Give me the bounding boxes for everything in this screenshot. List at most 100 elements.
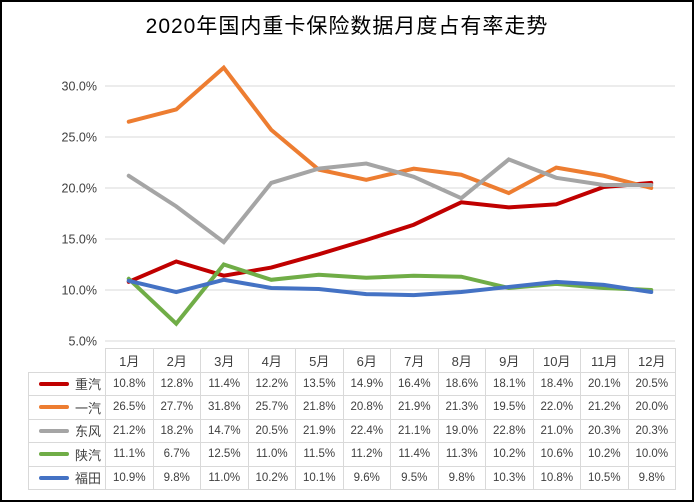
month-header: 7月 bbox=[390, 348, 439, 373]
value-cell: 21.2% bbox=[580, 395, 629, 420]
table-header-row: 1月 2月 3月 4月 5月 6月 7月 8月 9月 10月 11月 12月 bbox=[29, 348, 676, 373]
value-cell: 26.5% bbox=[105, 395, 154, 420]
month-header: 12月 bbox=[627, 348, 676, 373]
value-cell: 10.2% bbox=[247, 465, 296, 490]
gridlines bbox=[105, 85, 675, 342]
value-cell: 21.8% bbox=[295, 395, 344, 420]
month-header: 11月 bbox=[580, 348, 629, 373]
value-cell: 11.1% bbox=[105, 442, 154, 467]
value-cell: 11.4% bbox=[390, 442, 439, 467]
month-header: 2月 bbox=[152, 348, 201, 373]
value-cell: 10.9% bbox=[105, 465, 154, 490]
y-axis-tick-label: 25.0% bbox=[62, 131, 97, 145]
month-header: 9月 bbox=[485, 348, 534, 373]
value-cell: 11.0% bbox=[247, 442, 296, 467]
value-cell: 18.6% bbox=[437, 371, 486, 396]
y-axis-labels: 30.0% 25.0% 20.0% 15.0% 10.0% 5.0% bbox=[62, 80, 97, 349]
value-cell: 19.0% bbox=[437, 418, 486, 443]
month-header: 1月 bbox=[105, 348, 154, 373]
value-cell: 10.8% bbox=[105, 371, 154, 396]
value-cell: 20.5% bbox=[627, 371, 676, 396]
month-header: 6月 bbox=[342, 348, 391, 373]
value-cell: 31.8% bbox=[200, 395, 249, 420]
series-lines bbox=[126, 64, 654, 327]
series-name: 福田 bbox=[74, 471, 101, 487]
value-cell: 22.4% bbox=[342, 418, 391, 443]
value-cell: 12.5% bbox=[200, 442, 249, 467]
value-cell: 9.8% bbox=[152, 465, 201, 490]
series-line-福田 bbox=[126, 277, 654, 298]
value-cell: 18.1% bbox=[485, 371, 534, 396]
series-name: 陕汽 bbox=[74, 447, 101, 463]
series-line-一汽 bbox=[126, 64, 654, 196]
legend-swatch bbox=[38, 475, 69, 480]
value-cell: 27.7% bbox=[152, 395, 201, 420]
value-cell: 21.2% bbox=[105, 418, 154, 443]
table-row-福田: 福田 10.9% 9.8% 11.0% 10.2% 10.1% 9.6% 9.5% 9.8% 10… bbox=[28, 465, 676, 490]
value-cell: 22.0% bbox=[532, 395, 581, 420]
value-cell: 9.5% bbox=[390, 465, 439, 490]
value-cell: 14.9% bbox=[342, 371, 391, 396]
value-cell: 20.3% bbox=[627, 418, 676, 443]
value-cell: 9.8% bbox=[437, 465, 486, 490]
month-header: 4月 bbox=[247, 348, 296, 373]
value-cell: 12.2% bbox=[247, 371, 296, 396]
value-cell: 21.9% bbox=[295, 418, 344, 443]
value-cell: 6.7% bbox=[152, 442, 201, 467]
month-header: 8月 bbox=[437, 348, 486, 373]
series-line-陕汽 bbox=[126, 262, 654, 327]
value-cell: 21.9% bbox=[390, 395, 439, 420]
value-cell: 21.3% bbox=[437, 395, 486, 420]
value-cell: 18.4% bbox=[532, 371, 581, 396]
value-cell: 20.0% bbox=[627, 395, 676, 420]
value-cell: 16.4% bbox=[390, 371, 439, 396]
month-header: 10月 bbox=[532, 348, 581, 373]
value-cell: 10.0% bbox=[627, 442, 676, 467]
month-header: 5月 bbox=[295, 348, 344, 373]
value-cell: 11.4% bbox=[200, 371, 249, 396]
value-cell: 21.1% bbox=[390, 418, 439, 443]
series-line-重汽 bbox=[126, 180, 654, 284]
value-cell: 12.8% bbox=[152, 371, 201, 396]
legend-key: 东风 bbox=[28, 418, 106, 443]
value-cell: 10.5% bbox=[580, 465, 629, 490]
value-cell: 20.8% bbox=[342, 395, 391, 420]
table-row-东风: 东风 21.2% 18.2% 14.7% 20.5% 21.9% 22.4% 21.1% 19.… bbox=[28, 418, 676, 443]
value-cell: 9.8% bbox=[627, 465, 676, 490]
value-cell: 10.6% bbox=[532, 442, 581, 467]
table-row-陕汽: 陕汽 11.1% 6.7% 12.5% 11.0% 11.5% 11.2% 11.4% 11.3… bbox=[28, 442, 676, 467]
series-name: 重汽 bbox=[74, 377, 101, 393]
value-cell: 10.1% bbox=[295, 465, 344, 490]
legend-key: 重汽 bbox=[28, 371, 106, 396]
value-cell: 19.5% bbox=[485, 395, 534, 420]
value-cell: 10.3% bbox=[485, 465, 534, 490]
value-cell: 18.2% bbox=[152, 418, 201, 443]
month-header: 3月 bbox=[200, 348, 249, 373]
y-axis-tick-label: 30.0% bbox=[62, 80, 97, 94]
legend-swatch bbox=[38, 452, 69, 457]
data-table: 1月 2月 3月 4月 5月 6月 7月 8月 9月 10月 11月 12月 重汽 10.8% 12.8%… bbox=[28, 348, 676, 490]
series-line-东风 bbox=[126, 157, 654, 245]
y-axis-tick-label: 20.0% bbox=[62, 182, 97, 196]
legend-swatch bbox=[38, 428, 69, 433]
value-cell: 25.7% bbox=[247, 395, 296, 420]
legend-key: 陕汽 bbox=[28, 442, 106, 467]
table-corner-cell bbox=[29, 349, 106, 373]
value-cell: 20.3% bbox=[580, 418, 629, 443]
y-axis-tick-label: 10.0% bbox=[62, 284, 97, 298]
value-cell: 21.0% bbox=[532, 418, 581, 443]
legend-key: 一汽 bbox=[28, 395, 106, 420]
value-cell: 20.1% bbox=[580, 371, 629, 396]
value-cell: 11.3% bbox=[437, 442, 486, 467]
series-name: 一汽 bbox=[74, 400, 101, 416]
value-cell: 20.5% bbox=[247, 418, 296, 443]
series-name: 东风 bbox=[74, 424, 101, 440]
value-cell: 11.0% bbox=[200, 465, 249, 490]
y-axis-tick-label: 15.0% bbox=[62, 233, 97, 247]
legend-swatch bbox=[38, 381, 69, 386]
value-cell: 9.6% bbox=[342, 465, 391, 490]
value-cell: 13.5% bbox=[295, 371, 344, 396]
value-cell: 22.8% bbox=[485, 418, 534, 443]
